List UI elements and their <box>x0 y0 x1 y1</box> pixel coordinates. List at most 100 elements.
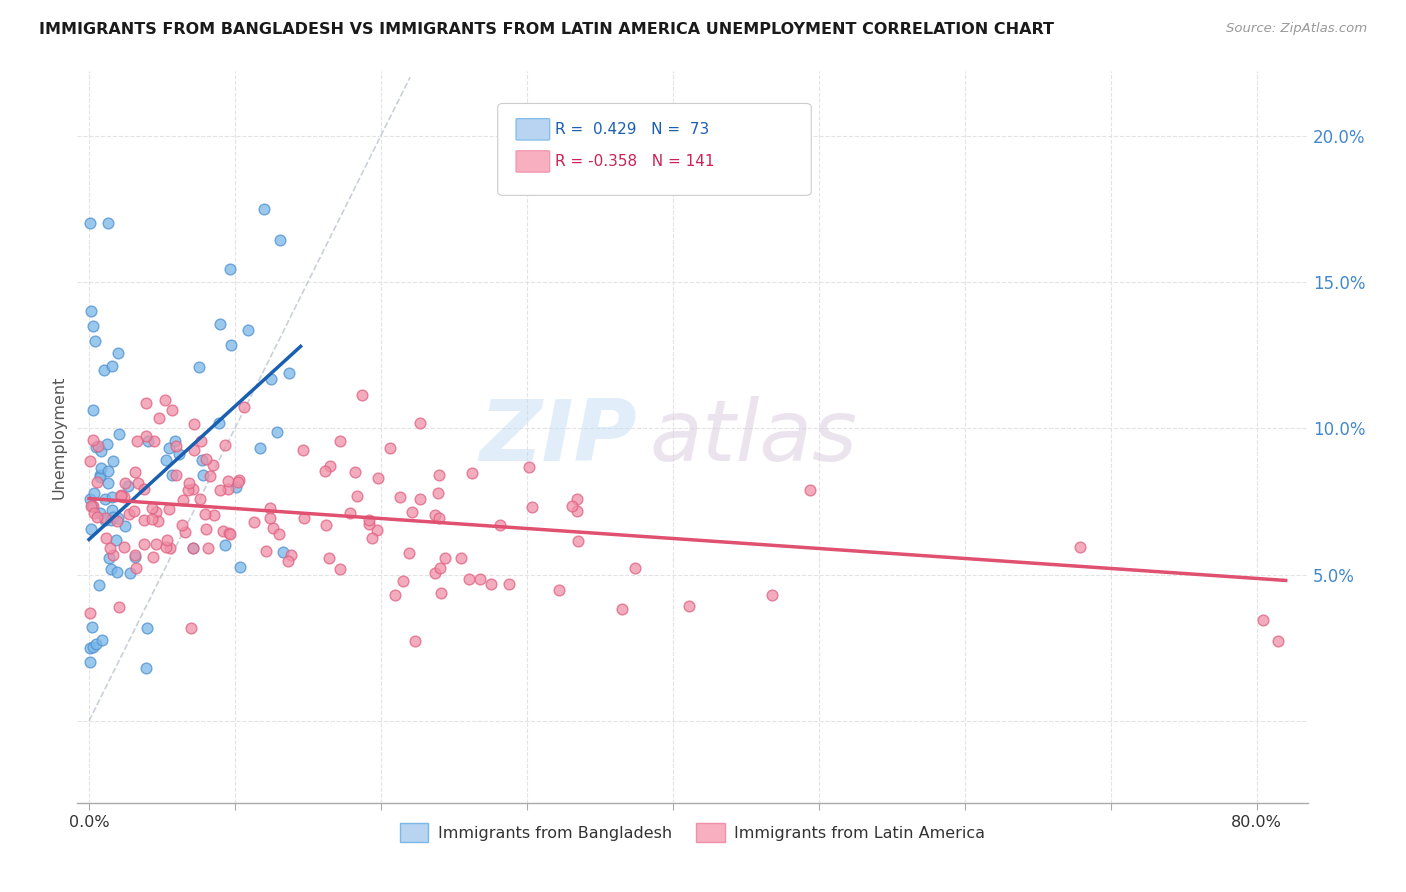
Text: R =  0.429   N =  73: R = 0.429 N = 73 <box>555 122 710 136</box>
Point <box>409 491 432 506</box>
Point <box>479 576 502 591</box>
Point <box>548 582 571 597</box>
Point <box>132 513 155 527</box>
Point <box>219 526 242 541</box>
Point <box>319 458 342 473</box>
Point <box>561 499 583 513</box>
Point <box>198 468 221 483</box>
Point <box>177 476 200 491</box>
Point <box>97 551 120 566</box>
Point <box>201 458 224 473</box>
Point <box>145 505 167 519</box>
Point <box>79 640 101 655</box>
Point <box>100 541 122 555</box>
Point <box>100 513 122 527</box>
Point <box>217 475 239 489</box>
Point <box>194 507 217 521</box>
Point <box>107 511 129 525</box>
Point <box>94 492 117 507</box>
Point <box>136 434 159 448</box>
Point <box>378 442 401 456</box>
Point <box>233 401 256 415</box>
Point <box>314 465 336 479</box>
Point <box>180 621 202 635</box>
Point <box>229 559 252 574</box>
Point <box>174 525 197 540</box>
Point <box>157 441 180 455</box>
Point <box>398 546 420 560</box>
Point <box>100 561 122 575</box>
Point <box>291 442 314 457</box>
Point <box>105 514 128 528</box>
Point <box>624 561 647 575</box>
Point <box>166 439 188 453</box>
Point <box>269 526 291 541</box>
Point <box>228 473 250 487</box>
Point <box>208 416 231 430</box>
Point <box>114 491 136 505</box>
Point <box>236 323 259 337</box>
Point <box>329 562 352 576</box>
Point <box>430 585 453 599</box>
Point <box>214 538 236 552</box>
Point <box>461 466 484 480</box>
Point <box>429 561 451 575</box>
Point <box>107 345 129 359</box>
Point <box>108 599 131 614</box>
Point <box>97 475 120 490</box>
Point <box>136 621 159 635</box>
Point <box>271 544 294 558</box>
Point <box>259 501 281 516</box>
Point <box>612 602 634 616</box>
Point <box>110 489 132 503</box>
Point <box>423 508 446 522</box>
Point <box>434 551 457 566</box>
Point <box>172 493 194 508</box>
Point <box>1069 540 1091 554</box>
Point <box>159 541 181 555</box>
Point <box>409 416 432 430</box>
Point <box>101 359 124 373</box>
Point <box>148 411 170 425</box>
Point <box>567 503 589 517</box>
Point <box>82 499 104 513</box>
Point <box>86 475 108 490</box>
Text: R = -0.358   N = 141: R = -0.358 N = 141 <box>555 154 714 169</box>
Point <box>125 561 148 575</box>
Point <box>427 511 450 525</box>
Point <box>148 514 170 528</box>
Point <box>183 417 205 431</box>
Point <box>1267 634 1289 648</box>
Point <box>384 588 406 602</box>
Point <box>292 511 315 525</box>
Point <box>135 429 157 443</box>
Point <box>82 499 104 513</box>
Text: Source: ZipAtlas.com: Source: ZipAtlas.com <box>1226 22 1367 36</box>
Point <box>101 509 124 524</box>
Point <box>318 550 340 565</box>
Point <box>567 492 589 507</box>
Point <box>89 470 111 484</box>
Y-axis label: Unemployment: Unemployment <box>51 376 66 499</box>
Point <box>404 633 426 648</box>
Point <box>114 518 136 533</box>
Point <box>135 396 157 410</box>
Point <box>96 436 118 450</box>
Point <box>177 483 200 497</box>
Point <box>517 460 540 475</box>
Point <box>344 465 367 479</box>
Text: ZIP: ZIP <box>479 395 637 479</box>
Point <box>105 533 128 547</box>
Point <box>254 544 277 558</box>
Point <box>389 490 412 504</box>
Point <box>167 447 190 461</box>
Point <box>89 467 111 482</box>
Point <box>86 510 108 524</box>
Point <box>1251 614 1274 628</box>
Point <box>357 513 380 527</box>
Point <box>183 541 205 556</box>
Point <box>114 476 136 491</box>
Point <box>101 548 124 562</box>
Point <box>278 366 301 380</box>
Point <box>84 637 107 651</box>
